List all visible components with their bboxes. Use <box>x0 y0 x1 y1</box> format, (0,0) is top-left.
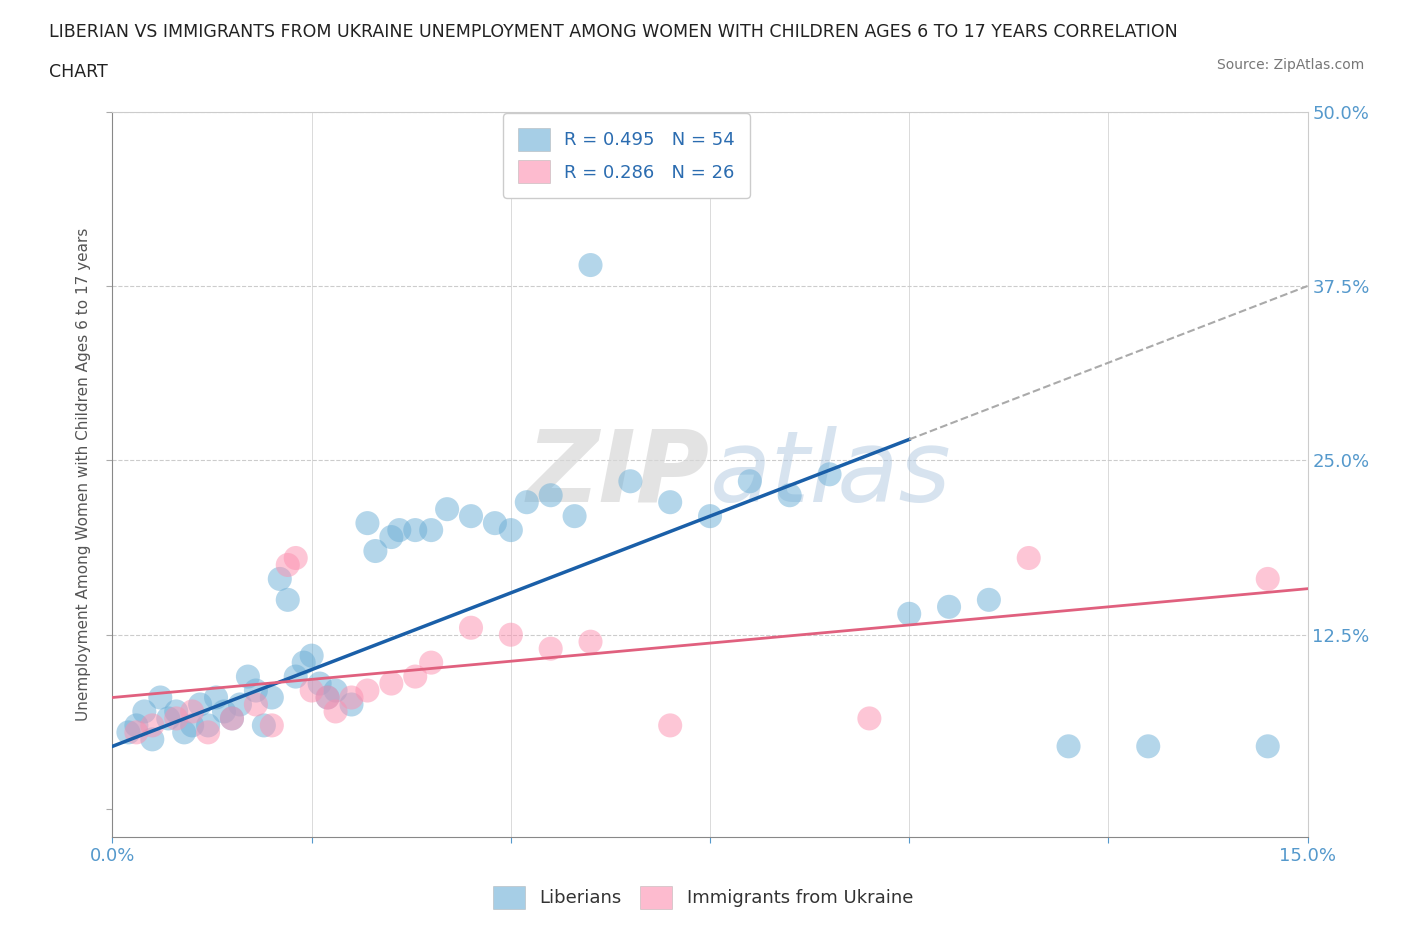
Point <box>858 711 880 726</box>
Point <box>245 698 267 712</box>
Point <box>125 725 148 740</box>
Point <box>325 683 347 698</box>
Point <box>699 509 721 524</box>
Point <box>659 495 682 510</box>
Point <box>340 698 363 712</box>
Point <box>277 558 299 573</box>
Point <box>1057 738 1080 753</box>
Point <box>157 711 180 726</box>
Point <box>1257 738 1279 753</box>
Point <box>117 725 139 740</box>
Point <box>579 258 602 272</box>
Point <box>420 523 443 538</box>
Point <box>738 474 761 489</box>
Point <box>181 704 204 719</box>
Point <box>1137 738 1160 753</box>
Point <box>197 718 219 733</box>
Point <box>540 642 562 657</box>
Point <box>316 690 339 705</box>
Text: CHART: CHART <box>49 63 108 81</box>
Point <box>165 711 187 726</box>
Point <box>134 704 156 719</box>
Point <box>380 676 402 691</box>
Point <box>149 690 172 705</box>
Point <box>356 683 378 698</box>
Point <box>404 523 426 538</box>
Point <box>659 718 682 733</box>
Text: atlas: atlas <box>710 426 952 523</box>
Point <box>284 551 307 565</box>
Point <box>188 698 211 712</box>
Point <box>579 634 602 649</box>
Point <box>1257 571 1279 587</box>
Point <box>229 698 252 712</box>
Y-axis label: Unemployment Among Women with Children Ages 6 to 17 years: Unemployment Among Women with Children A… <box>76 228 91 721</box>
Point <box>499 628 522 643</box>
Point <box>316 690 339 705</box>
Point <box>388 523 411 538</box>
Point <box>779 488 801 503</box>
Point <box>484 515 506 530</box>
Point <box>141 732 163 747</box>
Point <box>340 690 363 705</box>
Point <box>540 488 562 503</box>
Point <box>818 467 841 482</box>
Point <box>205 690 228 705</box>
Point <box>260 690 283 705</box>
Point <box>125 718 148 733</box>
Point <box>436 502 458 517</box>
Point <box>221 711 243 726</box>
Point <box>277 592 299 607</box>
Point <box>380 530 402 545</box>
Point <box>499 523 522 538</box>
Point <box>516 495 538 510</box>
Point <box>141 718 163 733</box>
Point <box>460 509 482 524</box>
Point <box>173 725 195 740</box>
Point <box>460 620 482 635</box>
Point <box>284 670 307 684</box>
Point <box>292 656 315 671</box>
Point <box>938 600 960 615</box>
Point <box>977 592 1000 607</box>
Point <box>253 718 276 733</box>
Point <box>404 670 426 684</box>
Point <box>364 543 387 558</box>
Text: LIBERIAN VS IMMIGRANTS FROM UKRAINE UNEMPLOYMENT AMONG WOMEN WITH CHILDREN AGES : LIBERIAN VS IMMIGRANTS FROM UKRAINE UNEM… <box>49 23 1178 41</box>
Point <box>564 509 586 524</box>
Text: Source: ZipAtlas.com: Source: ZipAtlas.com <box>1216 58 1364 72</box>
Legend: Liberians, Immigrants from Ukraine: Liberians, Immigrants from Ukraine <box>485 879 921 916</box>
Point <box>619 474 641 489</box>
Point <box>308 676 330 691</box>
Point <box>269 571 291 587</box>
Point <box>325 704 347 719</box>
Point <box>260 718 283 733</box>
Point <box>165 704 187 719</box>
Legend: R = 0.495   N = 54, R = 0.286   N = 26: R = 0.495 N = 54, R = 0.286 N = 26 <box>503 113 749 198</box>
Point <box>301 683 323 698</box>
Point <box>212 704 235 719</box>
Point <box>1018 551 1040 565</box>
Point <box>356 515 378 530</box>
Point <box>197 725 219 740</box>
Point <box>221 711 243 726</box>
Point <box>245 683 267 698</box>
Point <box>236 670 259 684</box>
Point <box>301 648 323 663</box>
Text: ZIP: ZIP <box>527 426 710 523</box>
Point <box>181 718 204 733</box>
Point <box>898 606 921 621</box>
Point <box>420 656 443 671</box>
